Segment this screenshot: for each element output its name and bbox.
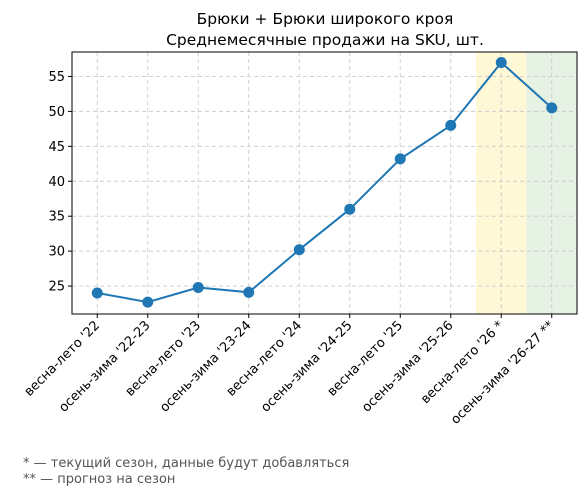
data-point [91,287,103,299]
series-line [97,61,553,304]
chart-title: Брюки + Брюки широкого кроя [197,10,454,28]
data-point [495,56,507,68]
data-point [192,281,204,293]
data-point [445,119,457,131]
y-tick-label: 50 [48,105,65,120]
grid-layer [72,52,577,314]
chart-subtitle: Среднемесячные продажи на SKU, шт. [166,31,484,49]
x-tick-label: осень-зима '23-24 [157,318,254,415]
data-point [293,244,305,256]
y-tick-label: 40 [48,175,65,190]
highlight-layer [476,52,577,314]
x-tick-label: осень-зима '22-23 [56,318,153,415]
data-point [142,296,154,308]
y-axis: 25 30 35 40 45 50 55 [48,70,72,295]
data-point [546,102,558,114]
plot-frame [71,51,578,315]
data-point [394,153,406,165]
footnote-forecast: ** — прогноз на сезон [23,472,176,487]
y-tick-label: 35 [48,210,65,225]
footnote-current-season: * — текущий сезон, данные будут добавлят… [23,456,350,471]
highlight-band-1 [476,52,527,314]
data-point [344,203,356,215]
data-point [243,286,255,298]
y-tick-label: 55 [48,70,65,85]
x-tick-label: осень-зима '25-26 [359,318,456,415]
x-tick-label: осень-зима '26-27 ** [448,318,558,428]
y-tick-label: 45 [48,140,65,155]
x-tick-label: осень-зима '24-25 [258,318,355,415]
y-tick-label: 30 [48,245,65,260]
data-points [91,56,558,308]
y-tick-label: 25 [48,280,65,295]
